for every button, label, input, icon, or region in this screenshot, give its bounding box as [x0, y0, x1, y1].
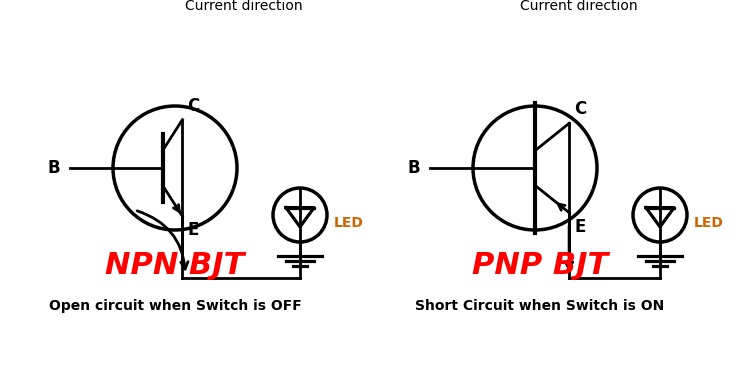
Text: Current direction: Current direction [520, 0, 638, 13]
Text: Short Circuit when Switch is ON: Short Circuit when Switch is ON [416, 299, 664, 313]
Text: C: C [188, 97, 200, 115]
Text: Open circuit when Switch is OFF: Open circuit when Switch is OFF [49, 299, 302, 313]
Text: LED: LED [334, 216, 364, 230]
Text: NPN BJT: NPN BJT [105, 251, 244, 280]
Text: LED: LED [694, 216, 724, 230]
Text: C: C [574, 100, 586, 118]
Text: B: B [48, 159, 60, 177]
Text: PNP BJT: PNP BJT [472, 251, 608, 280]
Text: B: B [408, 159, 420, 177]
Text: Current direction: Current direction [185, 0, 302, 13]
Text: E: E [574, 217, 586, 236]
Text: E: E [188, 222, 199, 239]
